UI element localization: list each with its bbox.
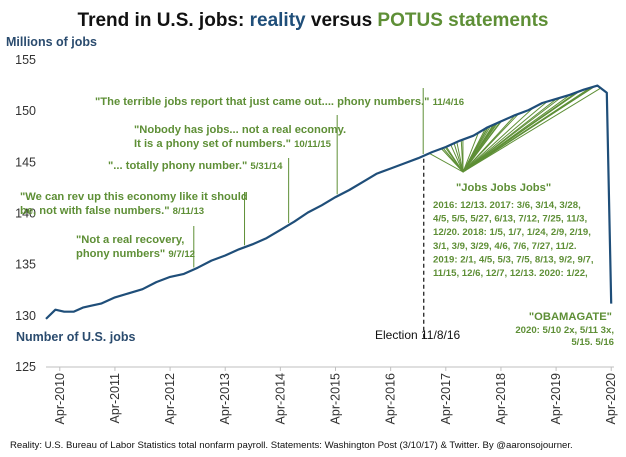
quote-date: 9/7/12 <box>168 249 195 260</box>
obamagate-heading: "OBAMAGATE" <box>529 311 612 323</box>
jobs-fan-line <box>450 144 464 173</box>
quote-text: "The terrible jobs report that just came… <box>95 96 464 108</box>
quote-text: "... totally phony number." 5/31/14 <box>108 160 283 172</box>
quote-line: "We can rev up this economy like it shou… <box>20 191 248 203</box>
jobs-quote-dates: 12/20. 2018: 1/5, 1/7, 1/24, 2/9, 2/19, <box>433 227 591 238</box>
annotations-layer: Election 11/8/16 "Not a real recovery, pho… <box>20 85 614 348</box>
title-part-3: versus <box>306 10 378 31</box>
x-tick-label: Apr-2013 <box>218 373 232 424</box>
jobs-quote-dates: 2019: 2/1, 4/5, 5/3, 7/5, 8/13, 9/2, 9/7… <box>433 254 594 265</box>
jobs-fan-line <box>456 141 464 173</box>
y-axis-label: Millions of jobs <box>6 35 97 49</box>
jobs-series-line <box>45 84 613 320</box>
jobs-fan-line <box>462 97 562 173</box>
series-label: Number of U.S. jobs <box>16 330 136 344</box>
quote-date: 11/4/16 <box>433 97 464 108</box>
jobs-quote-heading: "Jobs Jobs Jobs" <box>456 182 551 194</box>
jobs-fan-line <box>462 113 519 173</box>
quote-line: "Not a real recovery, <box>76 234 184 246</box>
quote-text: "Not a real recovery, phony numbers" 9/7/… <box>76 234 195 260</box>
series-layer <box>45 84 613 320</box>
jobs-fan-line <box>462 101 548 173</box>
title-part-reality: reality <box>250 10 306 31</box>
quote-text: "Nobody has jobs... not a real economy. I… <box>134 124 346 150</box>
jobs-fan-line <box>462 120 502 173</box>
x-tick-label: Apr-2019 <box>549 373 563 424</box>
y-tick-label: 150 <box>15 104 36 118</box>
x-tick-label: Apr-2012 <box>163 373 177 424</box>
title-part-potus: POTUS statements <box>377 10 548 31</box>
election-label: Election 11/8/16 <box>375 328 460 342</box>
jobs-fan-line <box>445 146 464 173</box>
y-tick-label: 155 <box>15 53 36 67</box>
x-tick-label: Apr-2017 <box>439 373 453 424</box>
quote-date: 10/11/15 <box>294 139 331 150</box>
y-tick-label: 135 <box>15 258 36 272</box>
jobs-fan-line <box>462 87 602 173</box>
quote-line: phony numbers" <box>76 248 168 260</box>
axes-layer: 125 130 135 140 145 150 155 Apr-2010 Apr-2011 Apr… <box>15 53 618 424</box>
quote-line: be, not with false numbers." <box>20 205 173 217</box>
jobs-quote-dates: 2016: 12/13. 2017: 3/6, 3/14, 3/28, <box>433 200 581 211</box>
x-tick-label: Apr-2011 <box>108 373 122 424</box>
x-tick-label: Apr-2010 <box>53 373 67 424</box>
y-tick-label: 145 <box>15 155 36 169</box>
y-tick-label: 130 <box>15 309 36 323</box>
x-tick-label: Apr-2015 <box>329 373 343 424</box>
jobs-fan-line <box>462 132 479 173</box>
quote-line: It is a phony set of numbers." <box>134 138 294 150</box>
jobs-fan-line <box>462 107 534 173</box>
jobs-quote-dates: 3/1, 3/9, 3/29, 4/6, 7/6, 7/27, 11/2. <box>433 241 576 252</box>
jobs-quote-dates: 4/5, 5/5, 5/27, 6/13, 7/12, 7/25, 11/3, <box>433 214 587 225</box>
obamagate-dates: 2020: 5/10 2x, 5/11 3x, <box>515 325 614 336</box>
obamagate-dates: 5/15. 5/16 <box>571 337 614 348</box>
title-part-1: Trend in U.S. jobs: <box>78 10 250 31</box>
quote-line: "... totally phony number." <box>108 160 250 172</box>
footer-source: Reality: U.S. Bureau of Labor Statistics… <box>10 440 573 451</box>
x-tick-label: Apr-2016 <box>384 373 398 424</box>
jobs-fan-line <box>462 85 595 173</box>
chart-title: Trend in U.S. jobs: reality versus POTUS… <box>78 10 549 31</box>
y-tick-label: 125 <box>15 360 36 374</box>
x-tick-label: Apr-2014 <box>273 373 287 424</box>
x-tick-label: Apr-2020 <box>604 373 618 424</box>
quote-line: "Nobody has jobs... not a real economy. <box>134 124 346 136</box>
x-tick-label: Apr-2018 <box>494 373 508 424</box>
quote-text: "We can rev up this economy like it shou… <box>20 191 248 217</box>
jobs-fan-line <box>429 152 464 173</box>
quote-line: "The terrible jobs report that just came… <box>95 96 433 108</box>
jobs-quote-dates: 11/15, 12/6, 12/7, 12/13. 2020: 1/22, <box>433 268 588 279</box>
quote-date: 5/31/14 <box>250 161 283 172</box>
quote-date: 8/11/13 <box>173 206 204 217</box>
y-tick-label: 140 <box>15 207 36 221</box>
